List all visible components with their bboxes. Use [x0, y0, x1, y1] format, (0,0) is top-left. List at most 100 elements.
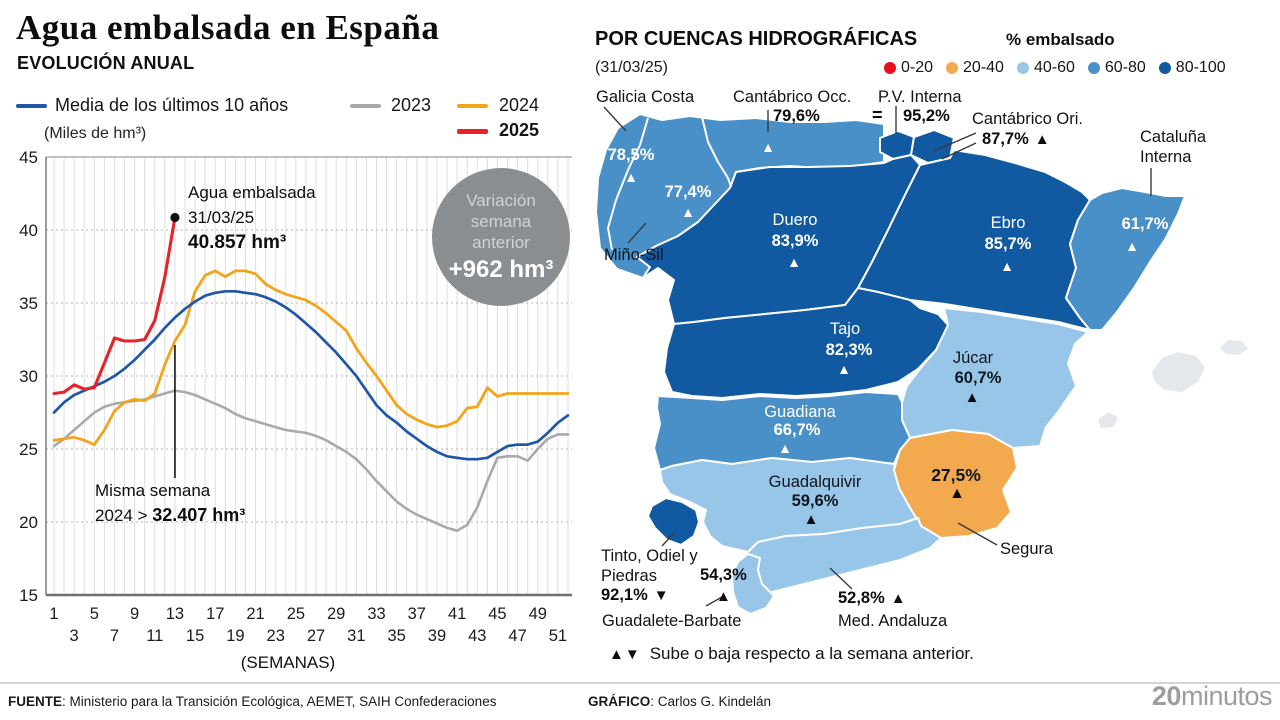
chart-subtitle: EVOLUCIÓN ANUAL	[17, 53, 195, 73]
legend-label-2025: 2025	[499, 120, 540, 140]
pointer-segura	[957, 522, 998, 546]
svg-text:29: 29	[327, 605, 345, 623]
trend-down-icon: ▼	[653, 587, 669, 604]
region-tinto-odiel	[647, 497, 700, 546]
trend-up-icon: ▲	[837, 361, 851, 377]
map-footnote: ▲▼ Sube o baja respecto a la semana ante…	[609, 644, 974, 664]
svg-text:5: 5	[90, 605, 99, 623]
balearic-islands	[1098, 340, 1248, 428]
spain-basins-map	[595, 106, 1248, 615]
trend-up-icon: ▲	[787, 254, 801, 270]
svg-text:33: 33	[367, 605, 385, 623]
value-mino-sil: 77,4%	[664, 183, 712, 201]
svg-text:47: 47	[508, 627, 526, 645]
svg-text:39: 39	[428, 627, 446, 645]
svg-text:45: 45	[19, 148, 38, 167]
svg-text:20: 20	[19, 513, 38, 532]
region-segura	[893, 429, 1018, 539]
pointer-med-andaluza	[829, 567, 853, 590]
value-segura: 27,5%	[931, 465, 981, 485]
trend-up-icon: ▲	[949, 485, 965, 502]
svg-text:9: 9	[130, 605, 139, 623]
trend-up-icon: ▲	[1125, 238, 1139, 254]
pointer-cantabrico-ori-2	[941, 142, 977, 160]
value-guadiana: 66,7%	[773, 421, 821, 439]
region-guadalete-barbate	[731, 553, 775, 615]
legend-dash-2023	[350, 104, 381, 108]
variation-badge: Variación semana anterior +962 hm³	[432, 168, 570, 306]
svg-text:17: 17	[206, 605, 224, 623]
value-tinto-odiel: 92,1% ▼	[601, 586, 669, 604]
legend-label-2024: 2024	[499, 95, 540, 115]
annotation-line1: Agua embalsada	[188, 183, 316, 202]
badge-value: +962 hm³	[448, 256, 554, 283]
badge-line1: Variación	[466, 191, 536, 210]
name-ebro: Ebro	[990, 214, 1026, 232]
island-mallorca	[1152, 352, 1205, 392]
value-guadalquivir: 59,6%	[791, 492, 839, 510]
value-duero: 83,9%	[771, 232, 819, 250]
name-duero: Duero	[772, 211, 818, 229]
legend-dash-media	[16, 104, 47, 108]
svg-text:37: 37	[408, 605, 426, 623]
name-tajo: Tajo	[829, 320, 861, 338]
footer-divider	[0, 682, 1280, 684]
label-pv-interna: P.V. Interna	[878, 88, 962, 106]
label-mino-sil: Miño-Sil	[604, 246, 664, 264]
value-cantabrico-occ: 79,6%	[773, 107, 820, 125]
trend-up-icon: ▲	[778, 440, 792, 456]
map-title: POR CUENCAS HIDROGRÁFICAS	[595, 28, 918, 50]
svg-text:30: 30	[19, 367, 38, 386]
label-galicia-costa: Galicia Costa	[596, 88, 695, 106]
pointer-mino-sil	[627, 222, 647, 244]
source-credit: FUENTE: Ministerio para la Transición Ec…	[8, 694, 497, 709]
svg-text:45: 45	[488, 605, 506, 623]
value-jucar: 60,7%	[954, 369, 1002, 387]
value-galicia-costa: 78,5%	[607, 146, 655, 164]
svg-text:31: 31	[347, 627, 365, 645]
map-date: (31/03/25)	[595, 59, 668, 76]
name-guadiana: Guadiana	[764, 403, 836, 421]
legend-dash-2024	[457, 104, 488, 108]
svg-text:43: 43	[468, 627, 486, 645]
svg-text:25: 25	[287, 605, 305, 623]
label-cataluna-interna: Cataluña Interna	[1140, 128, 1207, 166]
pointer-lines	[603, 106, 1152, 607]
svg-text:51: 51	[549, 627, 567, 645]
name-jucar: Júcar	[952, 349, 994, 367]
equal-icon: =	[872, 105, 883, 125]
map-legend: 0-20 20-40 40-60 60-80 80-100	[884, 59, 1226, 77]
map-legend-title: % embalsado	[1006, 30, 1115, 49]
legend-label-2023: 2023	[391, 95, 432, 115]
svg-text:19: 19	[226, 627, 244, 645]
svg-text:15: 15	[19, 586, 38, 605]
annotation-value: 40.857 hm³	[188, 232, 287, 253]
value-cataluna: 61,7%	[1121, 215, 1169, 233]
pointer-tinto	[661, 532, 675, 547]
border-mino-cantabrico	[701, 116, 732, 188]
label-tinto-odiel: Tinto, Odiel y Piedras 92,1% ▼	[601, 546, 703, 605]
svg-text:1: 1	[49, 605, 58, 623]
svg-text:3: 3	[70, 627, 79, 645]
page-title: Agua embalsada en España	[16, 8, 440, 47]
footnote-text: Sube o baja respecto a la semana anterio…	[649, 644, 974, 663]
pointer-galicia-costa	[603, 106, 627, 132]
trend-up-icon: ▲	[624, 169, 638, 185]
trend-up-icon: ▲	[890, 590, 906, 607]
same-week-line1: Misma semana	[95, 481, 211, 500]
value-pv-interna: 95,2%	[903, 107, 950, 125]
svg-text:11: 11	[146, 627, 163, 645]
svg-text:23: 23	[267, 627, 285, 645]
trend-up-icon: ▲	[803, 511, 819, 528]
trend-up-icon: ▲	[681, 204, 695, 220]
up-down-icons: ▲▼	[609, 645, 641, 663]
svg-text:27: 27	[307, 627, 325, 645]
same-week-line2: 2024 > 32.407 hm³	[95, 505, 246, 525]
legend-item-40-60: 40-60	[1016, 59, 1075, 77]
trend-up-icon: ▲	[1034, 131, 1050, 148]
annotation-current-point: Agua embalsada 31/03/25 40.857 hm³	[188, 180, 316, 255]
legend-dot-orange	[946, 62, 959, 74]
svg-text:15: 15	[186, 627, 204, 645]
trend-up-icon: ▲	[761, 139, 775, 155]
svg-text:35: 35	[19, 294, 38, 313]
